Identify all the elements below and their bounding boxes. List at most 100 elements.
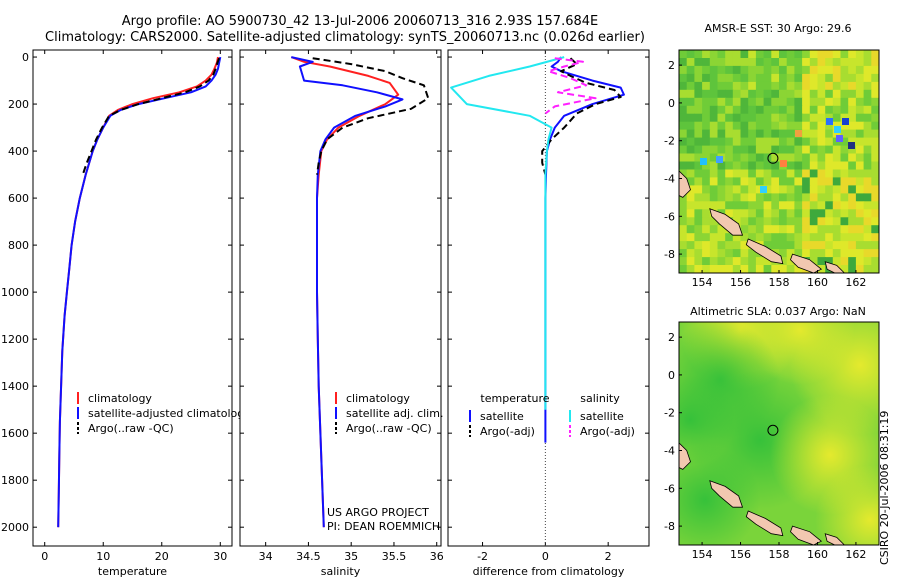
y-tick-label: 1800: [1, 474, 29, 487]
sst-cell: [825, 217, 834, 226]
sst-cell: [871, 50, 879, 59]
sst-cell: [802, 145, 811, 155]
sst-cell: [686, 265, 695, 273]
sst-cell: [694, 129, 703, 139]
map-x-tick-label: 156: [730, 276, 751, 289]
sst-cell: [686, 105, 695, 115]
sst-cell: [686, 153, 695, 163]
sst-cell: [763, 137, 772, 147]
sst-cell: [763, 145, 772, 155]
sst-cell: [732, 50, 742, 59]
sst-cell: [709, 161, 719, 171]
sst-cell: [848, 241, 857, 250]
sst-cell: [748, 73, 757, 83]
sst-cell: [717, 97, 726, 107]
sst-cell: [717, 233, 726, 242]
sst-cell: [755, 121, 765, 131]
y-tick-label: 1200: [1, 333, 29, 346]
sst-cell: [840, 65, 849, 75]
sst-cell: [732, 265, 742, 273]
sst-cell: [832, 257, 842, 266]
land-mass: [745, 510, 784, 537]
sst-cell: [694, 169, 703, 179]
sst-cell: [686, 225, 695, 234]
sst-cell: [840, 81, 849, 91]
sst-cell: [771, 201, 780, 210]
sst-cell: [794, 209, 803, 218]
sst-cell: [679, 65, 688, 75]
sst-cell: [702, 73, 711, 83]
sst-cell: [771, 265, 780, 273]
sst-cell: [832, 233, 842, 242]
panel-salinity: 34 34.5 35 35.5 36 salinity climatology satelli…: [239, 49, 444, 578]
sst-cell: [702, 257, 711, 266]
sst-cell: [709, 265, 719, 273]
y-tick-label: 200: [8, 98, 29, 111]
sst-cell: [848, 225, 857, 234]
legend-label: satellite: [480, 410, 524, 423]
map-x-tick-label: 160: [807, 548, 828, 561]
sst-cell: [702, 89, 711, 99]
map-x-tick-label: 154: [692, 276, 713, 289]
sst-cell: [855, 169, 865, 179]
sst-cell: [725, 161, 734, 171]
sst-cell: [717, 105, 726, 115]
sst-cell: [748, 50, 757, 59]
sla-blob: [815, 465, 879, 545]
map-x-tick-label: 154: [692, 548, 713, 561]
sst-cell: [686, 50, 695, 59]
sst-cell: [779, 145, 788, 155]
sst-cell: [817, 50, 826, 59]
sst-cell: [717, 137, 726, 147]
sst-cell: [825, 193, 834, 202]
sst-cell: [871, 97, 879, 107]
sst-cell: [740, 129, 749, 139]
sst-cell: [748, 209, 757, 218]
sst-cell: [871, 209, 879, 218]
sst-cell: [686, 137, 695, 147]
sst-cell: [825, 225, 834, 234]
sst-anomaly-cell: [795, 130, 802, 137]
sst-cell: [855, 50, 865, 59]
sst-cell: [771, 169, 780, 179]
sst-cell: [786, 129, 795, 139]
sst-cell: [740, 201, 749, 210]
sst-cell: [855, 89, 865, 99]
sst-cell: [848, 233, 857, 242]
sst-cell: [832, 217, 842, 226]
sst-cell: [809, 225, 819, 234]
sst-cell: [855, 185, 865, 194]
sst-cell: [709, 153, 719, 163]
sst-cell: [832, 50, 842, 59]
sst-cell: [694, 73, 703, 83]
sst-cell: [794, 105, 803, 115]
sst-cell: [709, 201, 719, 210]
sst-cell: [709, 129, 719, 139]
sst-cell: [832, 185, 842, 194]
sst-cell: [702, 153, 711, 163]
sst-cell: [863, 89, 872, 99]
sst-cell: [809, 81, 819, 91]
sst-cell: [717, 169, 726, 179]
sst-cell: [771, 97, 780, 107]
sst-anomaly-cell: [716, 156, 723, 163]
sst-cell: [717, 265, 726, 273]
sst-cell: [871, 265, 879, 273]
sst-cell: [686, 129, 695, 139]
sst-cell: [771, 153, 780, 163]
sst-cell: [679, 137, 688, 147]
sst-cell: [809, 241, 819, 250]
panel-temperature: 0 10 20 30 temperature 0 200 400 600 800 1000 1200 1…: [1, 49, 251, 578]
sst-cell: [771, 233, 780, 242]
sst-cell: [702, 65, 711, 75]
sst-cell: [848, 201, 857, 210]
sst-cell: [694, 137, 703, 147]
sst-cell: [709, 73, 719, 83]
sst-cell: [694, 81, 703, 91]
sst-cell: [679, 105, 688, 115]
sst-cell: [802, 65, 811, 75]
sst-cell: [732, 121, 742, 131]
sst-cell: [802, 185, 811, 194]
sst-cell: [855, 241, 865, 250]
sst-cell: [802, 153, 811, 163]
